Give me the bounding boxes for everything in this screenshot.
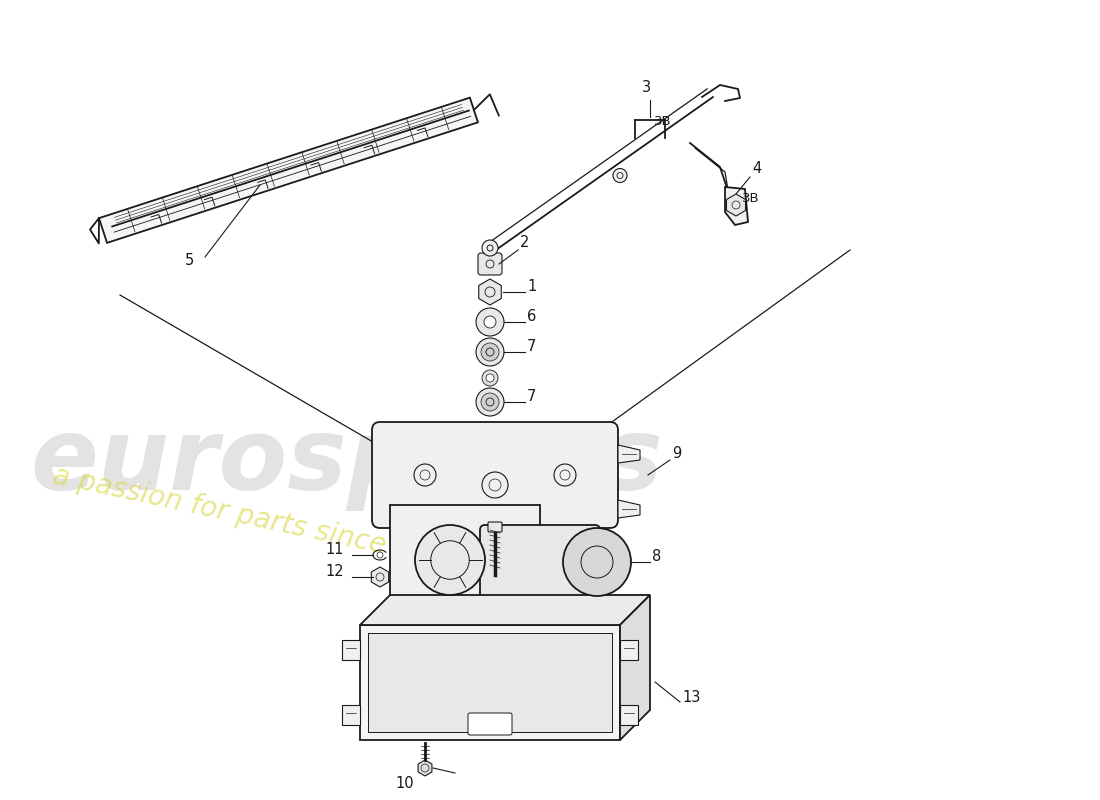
Circle shape (482, 240, 498, 256)
Polygon shape (618, 445, 640, 463)
Text: 7: 7 (527, 339, 537, 354)
Polygon shape (725, 187, 748, 225)
Circle shape (476, 338, 504, 366)
Polygon shape (620, 705, 638, 725)
Circle shape (476, 308, 504, 336)
Text: eurospares: eurospares (30, 414, 662, 511)
Polygon shape (390, 505, 540, 605)
Circle shape (484, 316, 496, 328)
Circle shape (482, 370, 498, 386)
Text: 1: 1 (527, 279, 537, 294)
Circle shape (481, 343, 499, 361)
Polygon shape (360, 595, 650, 625)
Polygon shape (99, 98, 477, 243)
FancyBboxPatch shape (488, 522, 502, 532)
Circle shape (563, 528, 631, 596)
Text: 10: 10 (395, 776, 414, 791)
FancyBboxPatch shape (372, 422, 618, 528)
Polygon shape (620, 640, 638, 660)
Text: 9: 9 (672, 446, 681, 461)
Text: 5: 5 (185, 253, 195, 268)
Text: 11: 11 (324, 542, 343, 557)
Text: 3: 3 (642, 80, 651, 95)
FancyBboxPatch shape (478, 253, 502, 275)
Circle shape (613, 169, 627, 182)
Polygon shape (368, 633, 612, 732)
Circle shape (486, 374, 494, 382)
Text: 13: 13 (682, 690, 701, 705)
Text: 6: 6 (527, 309, 537, 324)
Polygon shape (342, 640, 360, 660)
Circle shape (481, 393, 499, 411)
Polygon shape (360, 625, 620, 740)
Text: 2: 2 (520, 235, 529, 250)
Text: 12: 12 (324, 564, 343, 579)
Circle shape (415, 525, 485, 595)
Polygon shape (618, 500, 640, 518)
FancyBboxPatch shape (480, 525, 600, 600)
Text: 7: 7 (527, 389, 537, 404)
Text: 3B: 3B (654, 115, 672, 128)
Text: 8: 8 (652, 549, 661, 564)
Polygon shape (620, 595, 650, 740)
Text: 3B: 3B (742, 192, 760, 205)
FancyBboxPatch shape (468, 713, 512, 735)
Text: a passion for parts since 1985: a passion for parts since 1985 (50, 462, 466, 576)
Polygon shape (342, 705, 360, 725)
Text: 4: 4 (752, 161, 761, 176)
Circle shape (476, 388, 504, 416)
